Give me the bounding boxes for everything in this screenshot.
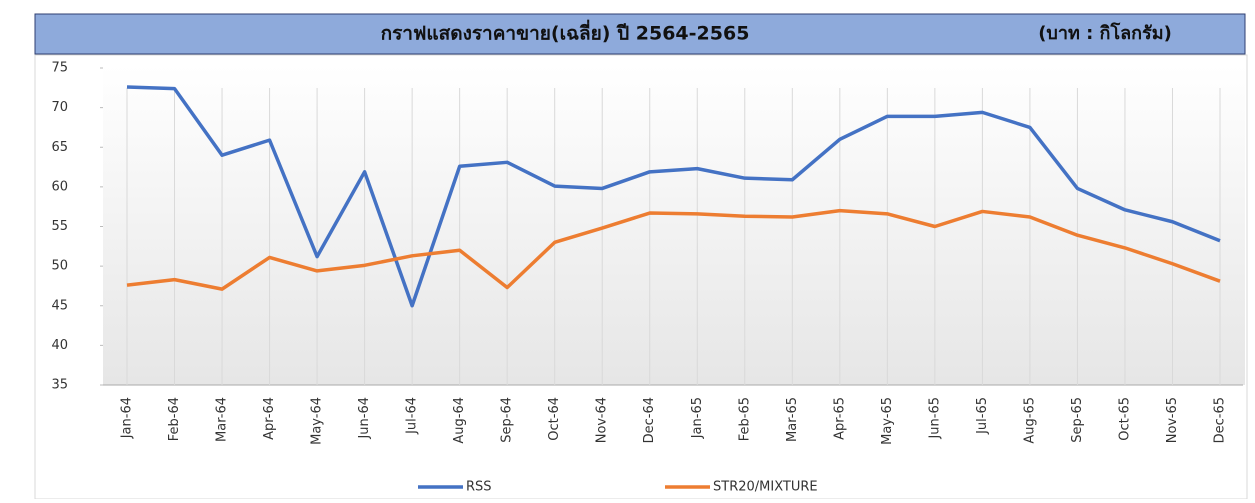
chart-title: กราฟแสดงราคาขาย(เฉลี่ย) ปี 2564-2565 (381, 20, 750, 45)
x-tick-label: Apr-64 (262, 397, 277, 440)
y-tick-label: 70 (51, 100, 68, 115)
x-tick-label: Apr-65 (832, 397, 847, 440)
legend-label: STR20/MIXTURE (713, 480, 818, 495)
x-tick-label: Aug-65 (1022, 397, 1037, 444)
x-tick-label: May-64 (310, 397, 325, 445)
x-tick-label: Feb-65 (737, 397, 752, 441)
y-tick-label: 60 (51, 179, 68, 194)
series-line (126, 85, 1221, 308)
x-tick-label: Jun-64 (357, 397, 372, 440)
y-tick-label: 55 (51, 219, 68, 234)
plot-area (103, 65, 1245, 385)
x-tick-label: Jun-65 (927, 397, 942, 440)
x-tick-label: May-65 (880, 397, 895, 445)
x-tick-label: Oct-65 (1117, 397, 1132, 441)
y-tick-label: 45 (51, 298, 68, 313)
x-tick-label: Sep-64 (500, 397, 515, 443)
y-tick-label: 50 (51, 259, 68, 274)
x-tick-label: Mar-64 (215, 397, 230, 442)
x-tick-label: Jan-65 (690, 397, 705, 439)
chart-subtitle: (บาท : กิโลกรัม) (1038, 22, 1172, 44)
y-tick-label: 35 (51, 378, 68, 393)
legend-label: RSS (466, 480, 492, 495)
x-tick-label: Jan-64 (120, 397, 135, 439)
title-bar (34, 13, 1246, 55)
y-tick-label: 75 (51, 61, 68, 76)
x-tick-label: Mar-65 (785, 397, 800, 442)
series-line (126, 208, 1221, 291)
y-tick-label: 65 (51, 140, 68, 155)
x-tick-label: Jul-65 (975, 397, 990, 435)
x-tick-label: Aug-64 (452, 397, 467, 444)
x-tick-label: Nov-64 (595, 397, 610, 443)
x-tick-label: Sep-65 (1070, 397, 1085, 443)
y-tick-label: 40 (51, 338, 68, 353)
x-tick-label: Oct-64 (547, 397, 562, 441)
x-tick-label: Dec-64 (642, 397, 657, 443)
x-tick-label: Feb-64 (167, 397, 182, 441)
x-tick-label: Nov-65 (1165, 397, 1180, 443)
x-tick-label: Dec-65 (1213, 397, 1228, 443)
x-tick-label: Jul-64 (405, 397, 420, 435)
